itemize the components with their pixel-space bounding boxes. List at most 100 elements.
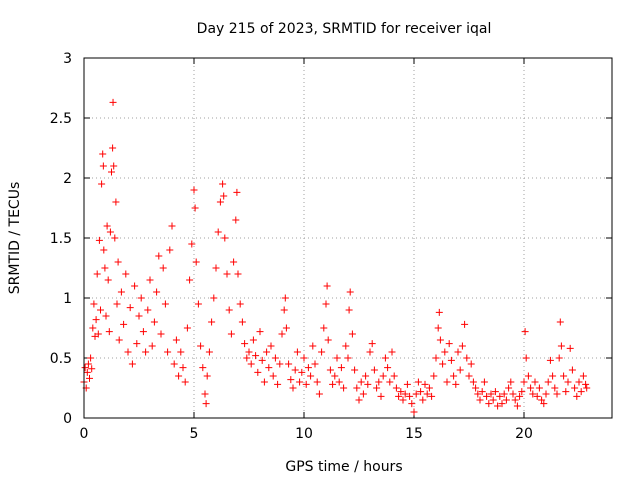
- data-point: [564, 378, 572, 386]
- data-point: [458, 342, 466, 350]
- data-point: [99, 162, 107, 170]
- data-point: [105, 328, 113, 336]
- y-tick-label: 2: [63, 171, 72, 187]
- data-point: [456, 366, 464, 374]
- data-point: [311, 360, 319, 368]
- data-point: [518, 388, 526, 396]
- data-point: [463, 354, 471, 362]
- data-point: [120, 320, 128, 328]
- data-point: [285, 360, 293, 368]
- data-point: [188, 240, 196, 248]
- data-point: [280, 306, 288, 314]
- data-point: [84, 360, 92, 368]
- data-point: [258, 356, 266, 364]
- data-point: [111, 234, 119, 242]
- data-point: [271, 354, 279, 362]
- data-point: [524, 372, 532, 380]
- data-point: [214, 228, 222, 236]
- data-point: [112, 198, 120, 206]
- data-point: [511, 396, 519, 404]
- data-point: [494, 402, 502, 410]
- data-point: [212, 264, 220, 272]
- data-point: [540, 400, 548, 408]
- data-point: [582, 380, 590, 388]
- data-point: [197, 342, 205, 350]
- data-point: [157, 330, 165, 338]
- data-point: [344, 354, 352, 362]
- data-point: [164, 348, 172, 356]
- data-point: [419, 396, 427, 404]
- data-point: [450, 372, 458, 380]
- data-point: [104, 276, 112, 284]
- data-point: [190, 186, 198, 194]
- data-point: [148, 342, 156, 350]
- data-point: [529, 390, 537, 398]
- data-point: [322, 300, 330, 308]
- data-point: [168, 222, 176, 230]
- data-point: [233, 188, 241, 196]
- data-point: [331, 372, 339, 380]
- data-point: [236, 300, 244, 308]
- data-point: [205, 348, 213, 356]
- data-point: [375, 378, 383, 386]
- data-point: [86, 374, 93, 382]
- data-point: [401, 390, 409, 398]
- data-point: [357, 378, 365, 386]
- data-point: [267, 342, 275, 350]
- data-point: [81, 364, 89, 372]
- y-tick-label: 3: [63, 51, 72, 67]
- data-point: [553, 390, 561, 398]
- data-point: [318, 348, 326, 356]
- data-point: [435, 308, 443, 316]
- data-point: [575, 378, 583, 386]
- data-point: [333, 354, 341, 362]
- y-tick-label: 1.5: [50, 231, 72, 247]
- y-tick-label: 0.5: [50, 351, 72, 367]
- data-point: [476, 396, 484, 404]
- data-point: [337, 364, 345, 372]
- data-point: [535, 384, 543, 392]
- data-point: [142, 348, 150, 356]
- data-point: [110, 162, 118, 170]
- data-point: [496, 392, 504, 400]
- data-point: [520, 378, 528, 386]
- data-point: [230, 258, 238, 266]
- data-point: [139, 328, 147, 336]
- data-point: [99, 150, 107, 158]
- data-point: [474, 390, 482, 398]
- data-point: [381, 354, 389, 362]
- data-point: [509, 390, 517, 398]
- data-point: [159, 264, 167, 272]
- data-point: [483, 392, 491, 400]
- data-point: [355, 396, 363, 404]
- data-point: [368, 340, 376, 348]
- data-point: [274, 380, 282, 388]
- data-point: [191, 204, 199, 212]
- data-point: [566, 344, 574, 352]
- data-point: [201, 390, 209, 398]
- data-point: [102, 312, 110, 320]
- data-point: [370, 366, 378, 374]
- data-point: [249, 336, 257, 344]
- data-point: [124, 348, 132, 356]
- data-point: [538, 396, 546, 404]
- data-point: [260, 378, 268, 386]
- data-point: [128, 360, 136, 368]
- data-point: [289, 384, 297, 392]
- data-point: [94, 330, 102, 338]
- data-point: [223, 270, 231, 278]
- data-point: [137, 294, 145, 302]
- data-point: [428, 392, 436, 400]
- data-point: [307, 372, 315, 380]
- data-point: [560, 372, 568, 380]
- data-point: [577, 388, 585, 396]
- data-point: [342, 342, 350, 350]
- data-point: [320, 324, 328, 332]
- data-point: [491, 388, 499, 396]
- x-tick-label: 0: [80, 426, 89, 442]
- x-tick-label: 5: [190, 426, 199, 442]
- data-point: [146, 276, 154, 284]
- data-point: [210, 294, 218, 302]
- data-point: [276, 360, 284, 368]
- data-point: [533, 392, 541, 400]
